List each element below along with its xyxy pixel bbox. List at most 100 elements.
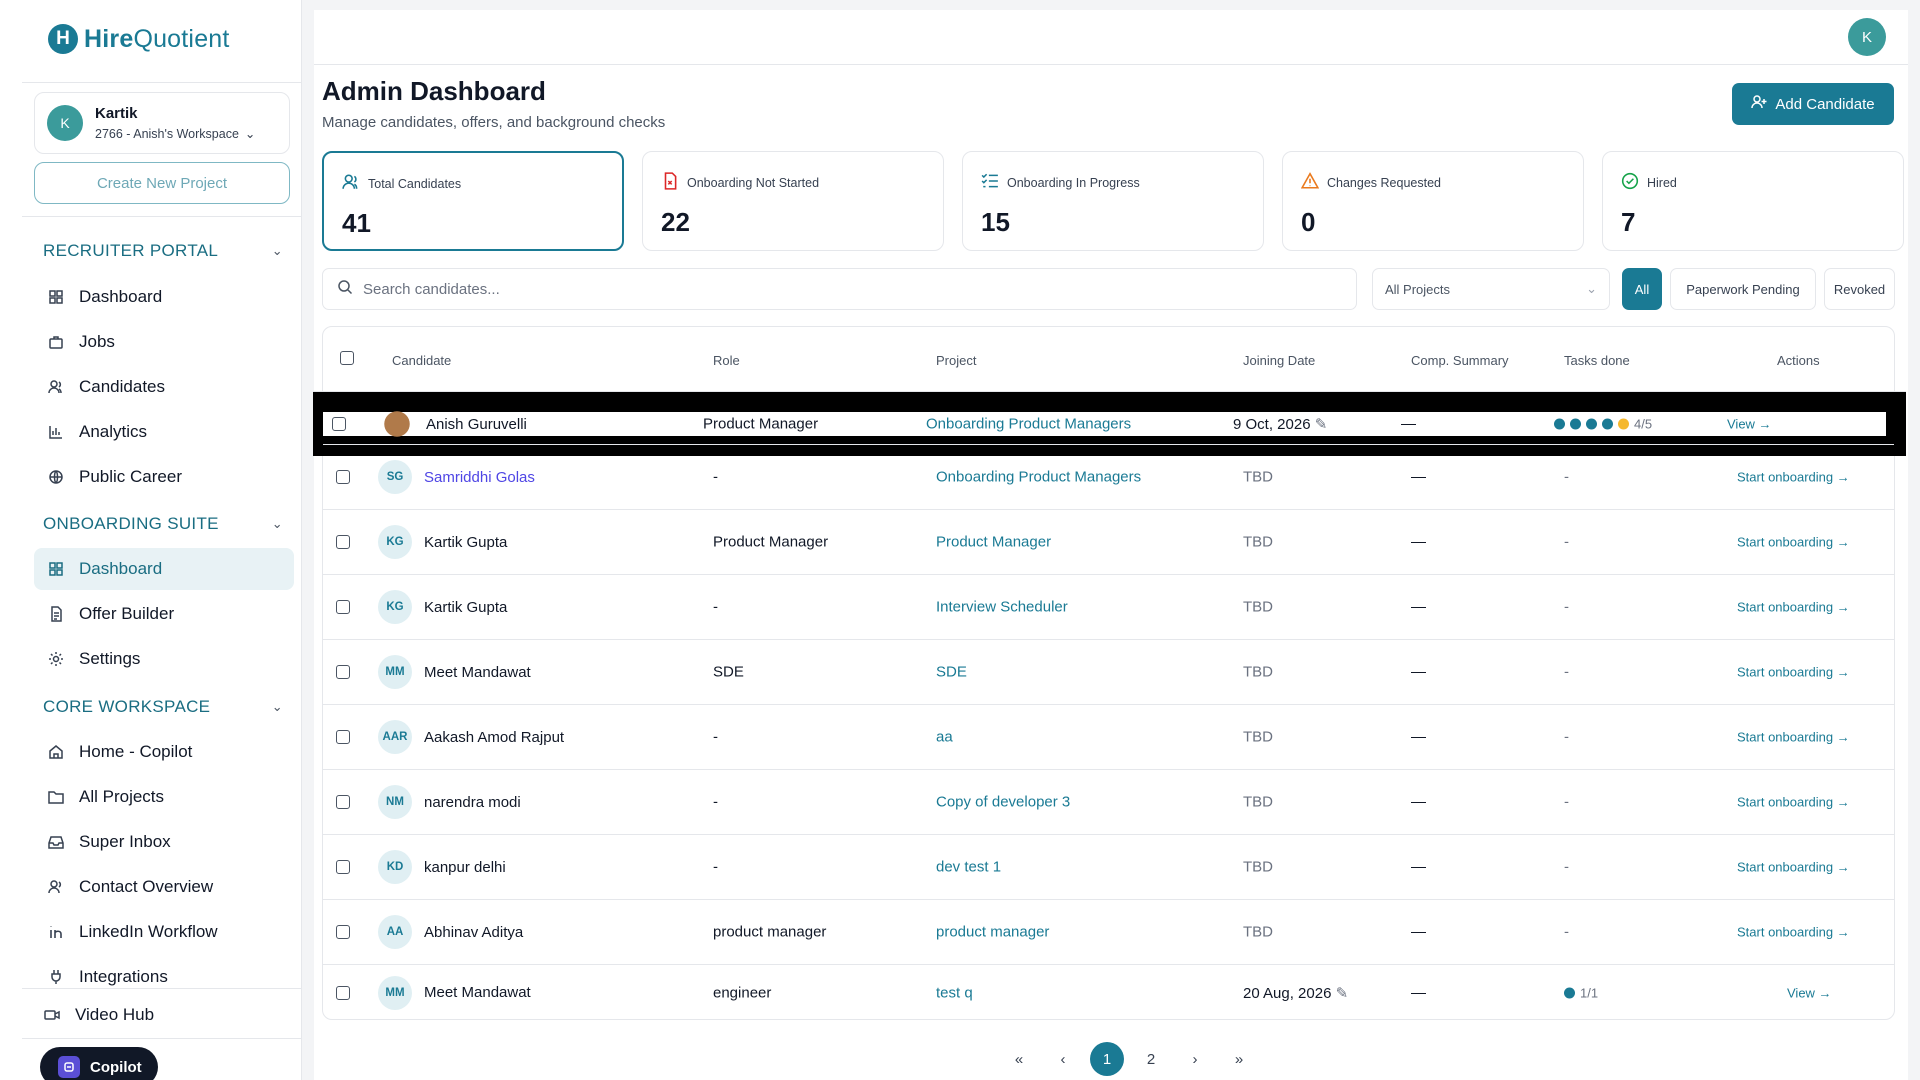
start-onboarding-link[interactable]: Start onboarding → [1737, 794, 1850, 810]
table-row[interactable]: AA Abhinav Aditya product manager product… [323, 899, 1894, 964]
candidate-project[interactable]: test q [936, 984, 973, 1001]
candidate-name[interactable]: kanpur delhi [424, 858, 506, 876]
first-page-button[interactable]: « [1014, 1050, 1024, 1068]
start-onboarding-link[interactable]: Start onboarding → [1737, 599, 1850, 615]
create-new-project-button[interactable]: Create New Project [34, 162, 290, 204]
sidebar-item-analytics[interactable]: Analytics [34, 411, 294, 453]
logo[interactable]: H HireQuotient [48, 24, 230, 54]
sidebar-item-all-projects[interactable]: All Projects [34, 776, 294, 818]
search-input[interactable]: Search candidates... [322, 268, 1357, 310]
row-checkbox[interactable] [336, 470, 350, 484]
sidebar-item-candidates[interactable]: Candidates [34, 366, 294, 408]
table-row[interactable]: AAR Aakash Amod Rajput - aa TBD — - Start… [323, 704, 1894, 769]
row-checkbox[interactable] [336, 925, 350, 939]
candidate-project[interactable]: Product Manager [936, 533, 1052, 551]
candidate-name[interactable]: Abhinav Aditya [424, 923, 524, 941]
table-row[interactable]: NM narendra modi - Copy of developer 3 TB… [323, 769, 1894, 834]
sidebar-item-offer-builder[interactable]: Offer Builder [34, 593, 294, 635]
start-onboarding-link[interactable]: Start onboarding → [1737, 729, 1850, 745]
pencil-icon[interactable]: ✎ [1314, 416, 1328, 433]
section-onboarding-suite[interactable]: ONBOARDING SUITE ⌄ [43, 514, 283, 533]
column-header[interactable]: Tasks done [1564, 353, 1630, 368]
pencil-icon[interactable]: ✎ [1335, 984, 1349, 1002]
stat-card-changes-requested[interactable]: Changes Requested 0 [1282, 151, 1584, 251]
stat-card-onboarding-in-progress[interactable]: Onboarding In Progress 15 [962, 151, 1264, 251]
view-link[interactable]: View → [1727, 416, 1772, 432]
sidebar-item-settings[interactable]: Settings [34, 638, 294, 680]
candidate-project[interactable]: Interview Scheduler [936, 598, 1068, 616]
candidate-name[interactable]: Aakash Amod Rajput [424, 728, 565, 746]
project-select[interactable]: All Projects ⌄ [1372, 268, 1610, 310]
table-row[interactable]: MM Meet Mandawat engineer test q 20 Aug, … [323, 964, 1894, 1020]
sidebar-item-public-career[interactable]: Public Career [34, 456, 294, 498]
row-checkbox[interactable] [336, 535, 350, 549]
column-header[interactable]: Comp. Summary [1411, 353, 1509, 368]
sidebar-item-contact-overview[interactable]: Contact Overview [34, 866, 294, 908]
candidate-name[interactable]: Samriddhi Golas [424, 468, 535, 486]
filter-chip-paperwork-pending[interactable]: Paperwork Pending [1670, 268, 1816, 310]
filter-chip-revoked[interactable]: Revoked [1824, 268, 1895, 310]
add-candidate-button[interactable]: Add Candidate [1732, 83, 1894, 125]
candidate-name[interactable]: Kartik Gupta [424, 533, 508, 551]
candidate-name[interactable]: narendra modi [424, 793, 521, 811]
sidebar-item-home-copilot[interactable]: Home - Copilot [34, 731, 294, 773]
candidate-project[interactable]: SDE [936, 663, 967, 681]
stat-card-onboarding-not-started[interactable]: Onboarding Not Started 22 [642, 151, 944, 251]
table-row[interactable]: KG Kartik Gupta Product Manager Product M… [323, 509, 1894, 574]
candidate-project[interactable]: Onboarding Product Managers [926, 415, 1132, 433]
candidate-project[interactable]: product manager [936, 923, 1050, 941]
next-page-button[interactable]: › [1192, 1050, 1198, 1068]
candidate-name[interactable]: Meet Mandawat [424, 984, 531, 1001]
last-page-button[interactable]: » [1234, 1050, 1244, 1068]
candidate-project[interactable]: aa [936, 728, 953, 746]
sidebar-item-dashboard[interactable]: Dashboard [34, 276, 294, 318]
candidate-project[interactable]: Onboarding Product Managers [936, 468, 1142, 486]
start-onboarding-link[interactable]: Start onboarding → [1737, 859, 1850, 875]
start-onboarding-link[interactable]: Start onboarding → [1737, 469, 1850, 485]
page-2-button[interactable]: 2 [1146, 1050, 1156, 1068]
sidebar-item-integrations[interactable]: Integrations [34, 956, 294, 998]
column-header[interactable]: Actions [1777, 353, 1820, 368]
column-header[interactable]: Candidate [392, 353, 452, 368]
start-onboarding-link[interactable]: Start onboarding → [1737, 664, 1850, 680]
table-row[interactable]: MM Meet Mandawat SDE SDE TBD — - Start on… [323, 639, 1894, 704]
table-row[interactable]: Anish Guruvelli Product Manager Onboardi… [313, 391, 1906, 456]
row-checkbox[interactable] [336, 985, 350, 1000]
view-link[interactable]: View → [1787, 985, 1832, 1000]
sidebar-item-onboarding-dashboard[interactable]: Dashboard [34, 548, 294, 590]
workspace-switcher[interactable]: K Kartik 2766 - Anish's Workspace ⌄ [34, 92, 290, 154]
copilot-button[interactable]: Copilot [40, 1047, 158, 1080]
row-checkbox[interactable] [336, 795, 350, 809]
sidebar-item-video-hub[interactable]: Video Hub [30, 994, 290, 1036]
page-1-button[interactable]: 1 [1090, 1042, 1124, 1076]
start-onboarding-link[interactable]: Start onboarding → [1737, 534, 1850, 550]
row-checkbox[interactable] [336, 665, 350, 679]
candidate-name[interactable]: Meet Mandawat [424, 663, 531, 681]
candidate-project[interactable]: Copy of developer 3 [936, 793, 1071, 811]
section-recruiter-portal[interactable]: RECRUITER PORTAL ⌄ [43, 241, 283, 260]
table-row[interactable]: SG Samriddhi Golas - Onboarding Product M… [323, 444, 1894, 509]
row-checkbox[interactable] [336, 730, 350, 744]
stat-card-hired[interactable]: Hired 7 [1602, 151, 1904, 251]
sidebar-item-super-inbox[interactable]: Super Inbox [34, 821, 294, 863]
table-row[interactable]: KD kanpur delhi - dev test 1 TBD — - Star… [323, 834, 1894, 899]
prev-page-button[interactable]: ‹ [1060, 1050, 1066, 1068]
table-row[interactable]: KG Kartik Gupta - Interview Scheduler TBD… [323, 574, 1894, 639]
sidebar-item-jobs[interactable]: Jobs [34, 321, 294, 363]
candidate-name[interactable]: Anish Guruvelli [426, 415, 527, 433]
filter-chip-all[interactable]: All [1622, 268, 1662, 310]
user-avatar[interactable]: K [1848, 18, 1886, 56]
row-checkbox[interactable] [332, 417, 346, 431]
row-checkbox[interactable] [336, 860, 350, 874]
candidate-name[interactable]: Kartik Gupta [424, 598, 508, 616]
start-onboarding-link[interactable]: Start onboarding → [1737, 924, 1850, 940]
section-core-workspace[interactable]: CORE WORKSPACE ⌄ [43, 697, 283, 716]
column-header[interactable]: Role [713, 353, 740, 368]
row-checkbox[interactable] [336, 600, 350, 614]
column-header[interactable]: Project [936, 353, 977, 368]
sidebar-item-linkedin-workflow[interactable]: LinkedIn Workflow [34, 911, 294, 953]
candidate-project[interactable]: dev test 1 [936, 858, 1002, 876]
select-all-checkbox[interactable] [340, 351, 354, 365]
stat-card-total-candidates[interactable]: Total Candidates 41 [322, 151, 624, 251]
column-header[interactable]: Joining Date [1243, 353, 1316, 368]
